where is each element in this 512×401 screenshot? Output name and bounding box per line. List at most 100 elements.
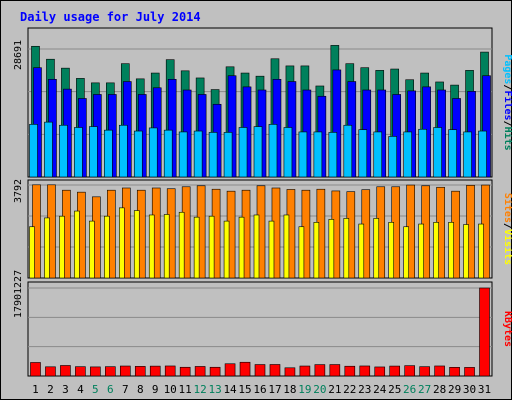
bar-pages-day-26: [403, 131, 412, 178]
bar-kbytes-day-13: [209, 366, 221, 377]
x-tick-label-day-7: 7: [122, 383, 129, 396]
bar-visits-day-27: [418, 223, 424, 279]
bar-visits-day-19: [298, 226, 305, 279]
bar-visits-day-4: [74, 210, 80, 279]
bar-pages-day-5: [89, 126, 98, 178]
bar-pages-day-18: [283, 127, 293, 178]
legend-entry: Hits: [502, 127, 512, 151]
x-tick-label-day-8: 8: [137, 383, 144, 396]
x-tick-label-day-18: 18: [283, 383, 296, 396]
x-tick-label-day-23: 23: [358, 383, 371, 396]
bar-kbytes-day-12: [194, 366, 206, 377]
legend-entry: Files: [502, 90, 512, 120]
x-tick-label-day-24: 24: [373, 383, 387, 396]
bar-pages-day-12: [193, 130, 203, 178]
bar-kbytes-day-10: [164, 365, 176, 377]
y-max-label-sites-visits: 3792: [13, 179, 24, 203]
x-tick-label-day-4: 4: [77, 383, 84, 396]
bar-visits-day-7: [118, 207, 125, 279]
bar-visits-day-24: [373, 218, 380, 279]
bar-visits-day-15: [238, 216, 245, 279]
bar-pages-day-27: [418, 128, 427, 178]
x-tick-label-day-6: 6: [107, 383, 114, 396]
bar-visits-day-1: [29, 226, 35, 279]
bar-kbytes-day-1: [30, 362, 41, 377]
chart-title: Daily usage for July 2014: [20, 10, 201, 24]
bar-pages-day-31: [478, 130, 487, 178]
bar-pages-day-16: [253, 126, 263, 178]
bar-pages-day-11: [178, 131, 188, 178]
bar-kbytes-day-15: [239, 361, 251, 377]
bar-pages-day-30: [463, 131, 472, 178]
bar-kbytes-day-5: [90, 366, 101, 377]
bar-kbytes-day-24: [374, 366, 386, 377]
legend-entry: Visits: [502, 229, 512, 265]
x-tick-label-day-29: 29: [448, 383, 461, 396]
legend-hits-files-pages: Pages/Files/Hits: [502, 54, 512, 150]
bar-visits-day-6: [104, 215, 110, 279]
bar-kbytes-day-8: [134, 366, 146, 377]
bar-visits-day-26: [403, 226, 409, 279]
plot-area-kbytes: [27, 281, 493, 377]
bar-visits-day-10: [163, 214, 170, 279]
x-tick-label-day-5: 5: [92, 383, 99, 396]
bar-kbytes-day-4: [75, 366, 86, 377]
bar-visits-day-18: [283, 214, 290, 279]
x-tick-label-day-20: 20: [313, 383, 326, 396]
bar-pages-day-28: [433, 127, 442, 178]
bar-kbytes-day-3: [60, 365, 71, 377]
bar-pages-day-7: [118, 124, 128, 178]
panel-sites-visits: 3792 Sites/Visits: [13, 179, 512, 279]
x-tick-label-day-1: 1: [32, 383, 39, 396]
bar-kbytes-day-25: [389, 365, 401, 377]
bar-visits-day-8: [133, 210, 140, 279]
panel-hits-files-pages: 28691 Pages/Files/Hits: [13, 27, 512, 178]
bar-kbytes-day-26: [404, 365, 415, 377]
bar-kbytes-day-31: [479, 287, 490, 377]
legend-entry: Sites: [502, 193, 512, 223]
bar-kbytes-day-18: [284, 367, 296, 377]
bar-pages-day-14: [223, 132, 233, 178]
bar-pages-day-25: [388, 136, 398, 178]
bar-visits-day-25: [388, 222, 395, 279]
bar-pages-day-9: [148, 127, 158, 178]
y-max-label-hits-files-pages: 28691: [13, 40, 24, 70]
bar-pages-day-23: [358, 129, 368, 178]
bar-pages-day-22: [343, 124, 353, 178]
bar-pages-day-21: [328, 132, 338, 178]
bar-kbytes-day-27: [419, 366, 430, 377]
x-tick-label-day-21: 21: [328, 383, 341, 396]
x-tick-label-day-30: 30: [463, 383, 476, 396]
bar-kbytes-day-6: [105, 366, 116, 377]
bar-pages-day-10: [163, 129, 173, 178]
x-tick-label-day-3: 3: [62, 383, 69, 396]
x-tick-label-day-19: 19: [298, 383, 311, 396]
bar-visits-day-3: [59, 215, 65, 279]
bar-kbytes-day-28: [434, 365, 445, 377]
x-tick-label-day-12: 12: [194, 383, 207, 396]
bar-visits-day-17: [268, 220, 275, 279]
bar-kbytes-day-7: [119, 365, 131, 377]
bar-visits-day-28: [433, 222, 439, 279]
x-tick-label-day-16: 16: [253, 383, 266, 396]
bar-kbytes-day-22: [344, 365, 356, 377]
bar-pages-day-3: [59, 124, 68, 178]
bar-visits-day-2: [44, 217, 50, 279]
x-tick-label-day-31: 31: [478, 383, 491, 396]
legend-entry: /: [502, 121, 512, 127]
bar-visits-day-9: [148, 214, 155, 279]
bar-visits-day-12: [193, 216, 200, 279]
legend-entry: /: [502, 84, 512, 90]
x-tick-label-day-9: 9: [152, 383, 159, 396]
panel-kbytes: 17901227 KBytes: [13, 270, 512, 377]
bar-kbytes-day-23: [359, 365, 371, 377]
x-axis-labels: 1 2 3 4 5 6 7 8 9 10 11 12 13 14 15 16 17 18 19 20 21 22 23 24 2…: [32, 383, 491, 396]
bar-visits-day-30: [463, 224, 469, 279]
bar-pages-day-24: [373, 131, 383, 178]
bar-kbytes-day-30: [464, 367, 475, 377]
bar-visits-day-20: [313, 222, 320, 279]
bar-visits-day-14: [223, 220, 230, 279]
x-tick-label-day-10: 10: [164, 383, 177, 396]
chart-panels: 28691 Pages/Files/Hits 3792 Sites / Visits 179…: [13, 27, 512, 377]
